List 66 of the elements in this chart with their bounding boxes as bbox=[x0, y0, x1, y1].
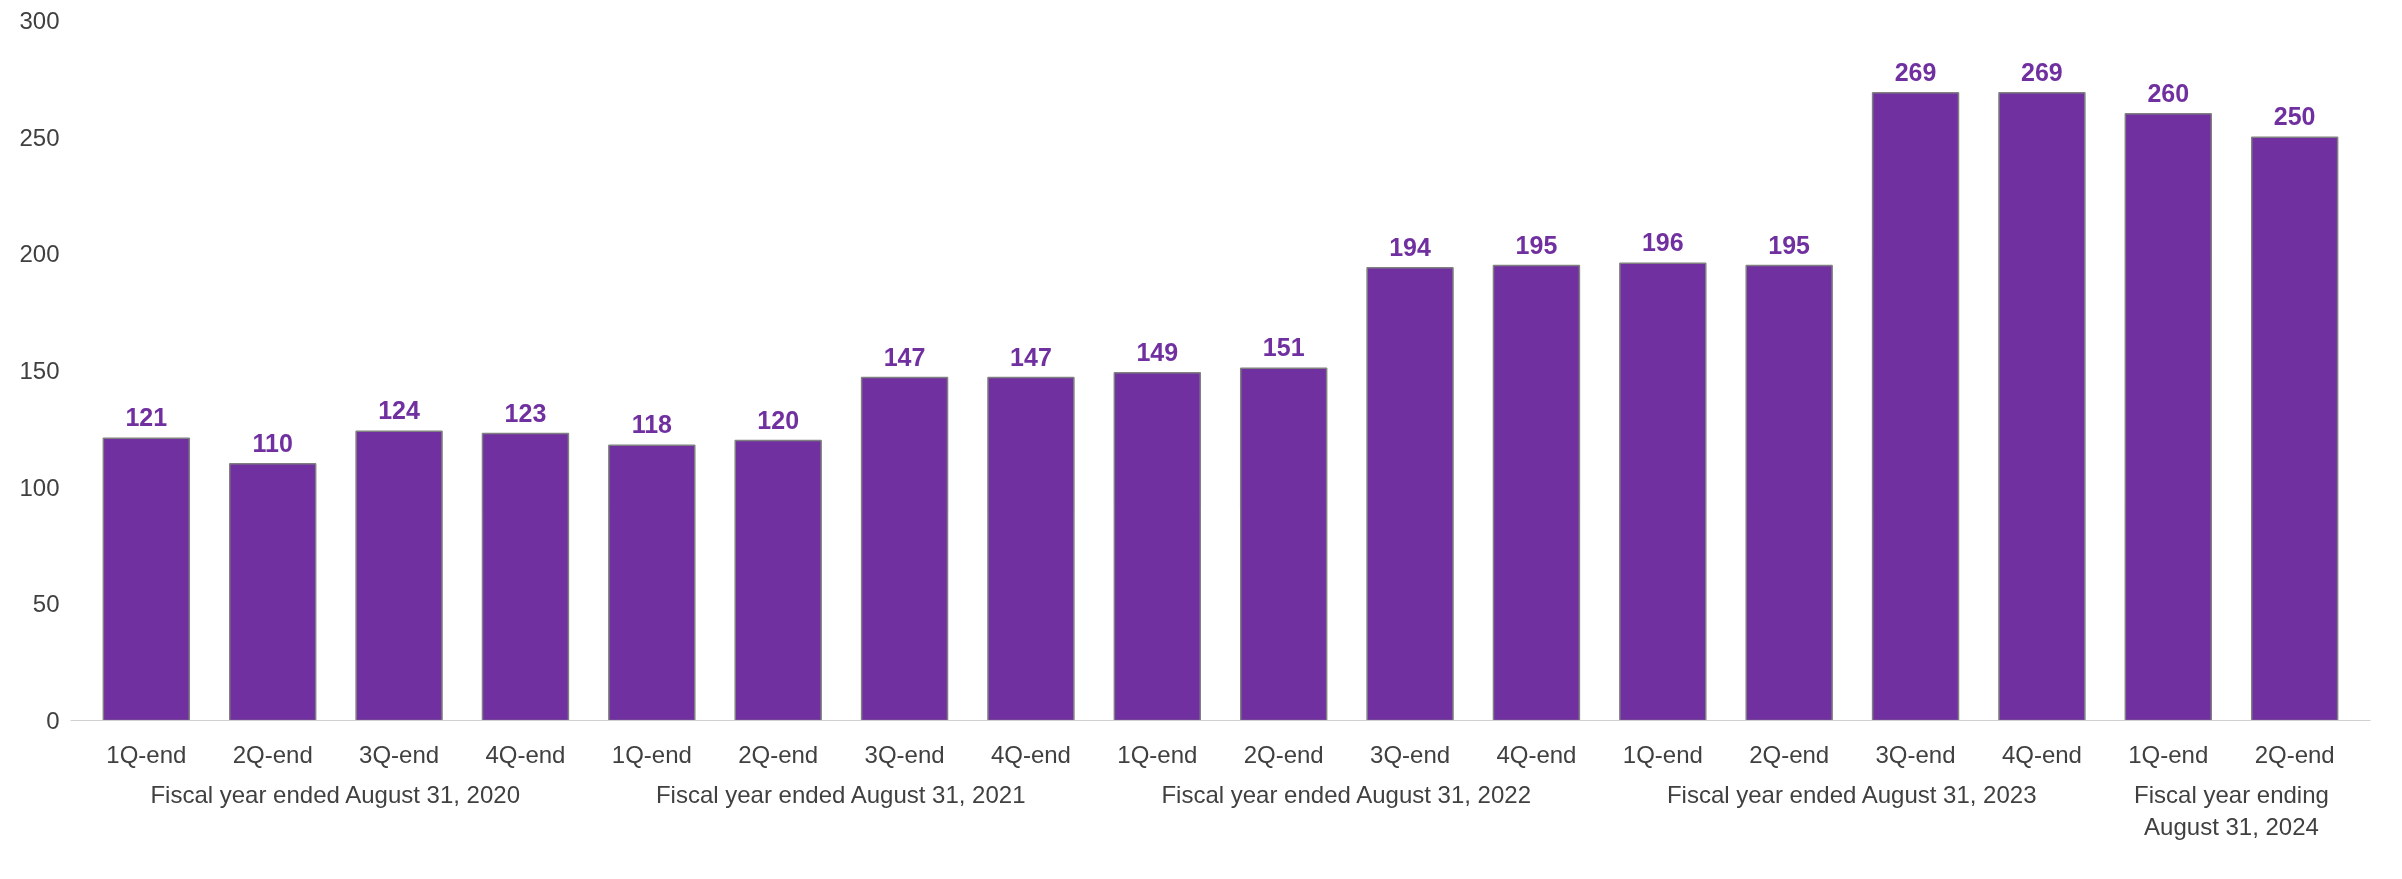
y-tick-label: 250 bbox=[19, 123, 60, 151]
bar bbox=[1492, 264, 1581, 721]
data-label: 269 bbox=[1894, 57, 1937, 86]
bar bbox=[1366, 267, 1454, 721]
data-label: 110 bbox=[252, 428, 293, 457]
data-label: 269 bbox=[2021, 57, 2063, 86]
data-label: 149 bbox=[1136, 337, 1179, 366]
bar bbox=[2124, 113, 2213, 721]
bar bbox=[1113, 372, 1202, 721]
x-tick-label: 4Q-end bbox=[990, 740, 1071, 768]
data-label: 118 bbox=[631, 410, 673, 439]
bar bbox=[481, 432, 570, 721]
bar bbox=[734, 439, 822, 721]
text: Fiscal year ended August 31, 2020 bbox=[150, 780, 521, 808]
bar bbox=[1745, 264, 1833, 721]
x-tick-label: 3Q-end bbox=[1875, 740, 1956, 768]
y-tick-label: 200 bbox=[19, 240, 60, 268]
x-tick-label: 2Q-end bbox=[2254, 740, 2335, 768]
y-tick-label: 150 bbox=[19, 357, 60, 384]
bar bbox=[1998, 92, 2086, 721]
bar bbox=[1619, 262, 1707, 721]
data-label: 123 bbox=[504, 398, 547, 427]
x-tick-label: 2Q-end bbox=[232, 740, 313, 768]
text: Fiscal year ending August 31, 2024 bbox=[2134, 780, 2329, 840]
x-tick-label: 3Q-end bbox=[864, 740, 945, 768]
bar bbox=[608, 444, 696, 721]
data-label: 196 bbox=[1641, 228, 1684, 257]
bar bbox=[860, 376, 949, 721]
x-tick-label: 4Q-end bbox=[2001, 740, 2082, 768]
data-label: 195 bbox=[1768, 230, 1811, 259]
bar bbox=[987, 376, 1075, 721]
bar bbox=[1239, 367, 1328, 721]
data-label: 250 bbox=[2273, 102, 2316, 131]
data-label: 124 bbox=[378, 396, 421, 425]
text: Fiscal year ended August 31, 2023 bbox=[1666, 780, 2037, 808]
y-tick-label: 0 bbox=[46, 707, 60, 734]
x-tick-label: 4Q-end bbox=[485, 740, 566, 768]
data-label: 120 bbox=[757, 405, 800, 434]
x-tick-label: 2Q-end bbox=[738, 740, 819, 768]
bar bbox=[355, 430, 443, 721]
data-label: 147 bbox=[1010, 342, 1052, 371]
x-tick-label: 4Q-end bbox=[1496, 740, 1577, 768]
x-tick-label: 1Q-end bbox=[611, 740, 692, 768]
data-label: 147 bbox=[883, 342, 926, 371]
x-tick-label: 3Q-end bbox=[359, 740, 440, 768]
data-label: 260 bbox=[2147, 78, 2190, 107]
data-label: 195 bbox=[1515, 230, 1558, 259]
text: Fiscal year ended August 31, 2021 bbox=[655, 780, 1026, 808]
x-tick-label: 1Q-end bbox=[106, 740, 187, 768]
bar bbox=[102, 437, 191, 721]
y-tick-label: 50 bbox=[32, 590, 60, 618]
data-label: 121 bbox=[125, 403, 168, 432]
x-tick-label: 2Q-end bbox=[1243, 740, 1324, 768]
bar bbox=[2250, 136, 2339, 721]
bar bbox=[1871, 92, 1960, 721]
x-tick-label: 2Q-end bbox=[1749, 740, 1830, 768]
y-tick-label: 100 bbox=[19, 473, 60, 501]
x-tick-label: 1Q-end bbox=[1117, 740, 1198, 768]
y-tick-label: 300 bbox=[19, 7, 60, 34]
x-tick-label: 1Q-end bbox=[2128, 740, 2209, 768]
text: Fiscal year ended August 31, 2022 bbox=[1161, 780, 1532, 808]
x-tick-label: 3Q-end bbox=[1370, 740, 1451, 768]
data-label: 194 bbox=[1389, 232, 1432, 261]
data-label: 151 bbox=[1262, 333, 1305, 362]
bar bbox=[228, 463, 317, 721]
x-tick-label: 1Q-end bbox=[1622, 740, 1703, 768]
